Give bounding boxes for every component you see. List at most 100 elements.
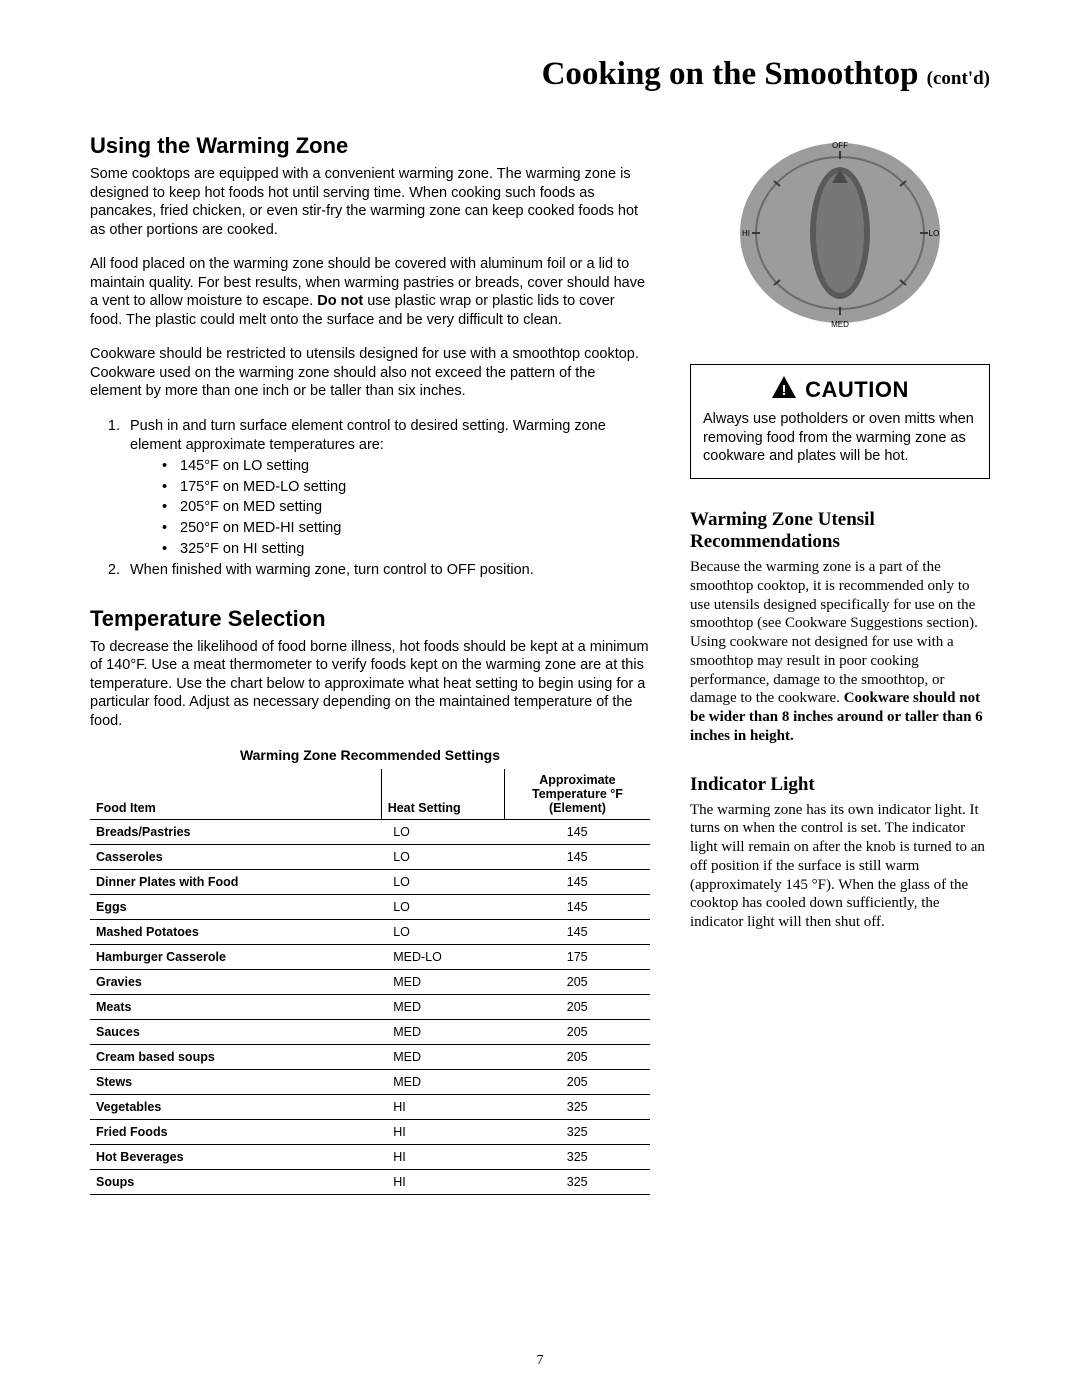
table-row: Hamburger CasseroleMED-LO175 <box>90 944 650 969</box>
heading-utensil: Warming Zone Utensil Recommendations <box>690 509 990 555</box>
cell-heat: HI <box>381 1144 504 1169</box>
cell-temp: 325 <box>504 1094 650 1119</box>
settings-table: Food Item Heat Setting Approximate Tempe… <box>90 769 650 1195</box>
cell-heat: MED <box>381 1044 504 1069</box>
cell-food: Gravies <box>90 969 381 994</box>
cell-temp: 205 <box>504 994 650 1019</box>
temp-bullet: 250°F on MED-HI setting <box>156 519 650 538</box>
col-heat: Heat Setting <box>381 769 504 820</box>
temp-bullet: 205°F on MED setting <box>156 498 650 517</box>
page-number: 7 <box>0 1353 1080 1369</box>
cell-food: Breads/Pastries <box>90 819 381 844</box>
page-title: Cooking on the Smoothtop (cont'd) <box>90 56 990 93</box>
cell-food: Sauces <box>90 1019 381 1044</box>
cell-food: Hot Beverages <box>90 1144 381 1169</box>
temp-bullet: 175°F on MED-LO setting <box>156 478 650 497</box>
cell-temp: 145 <box>504 919 650 944</box>
heading-temp-selection: Temperature Selection <box>90 606 650 632</box>
cell-temp: 145 <box>504 894 650 919</box>
cell-temp: 325 <box>504 1144 650 1169</box>
caution-header: ! CAUTION <box>703 375 977 404</box>
knob-lo-label: LO <box>929 229 940 238</box>
cell-heat: LO <box>381 819 504 844</box>
table-row: SaucesMED205 <box>90 1019 650 1044</box>
instruction-item-2: When finished with warming zone, turn co… <box>124 561 650 580</box>
table-title: Warming Zone Recommended Settings <box>90 747 650 763</box>
right-column: OFF LO HI MED ! CAUTION Always use potho… <box>690 133 990 1195</box>
svg-text:!: ! <box>782 382 787 399</box>
para-temp-selection: To decrease the likelihood of food borne… <box>90 638 650 731</box>
cell-food: Eggs <box>90 894 381 919</box>
table-row: Breads/PastriesLO145 <box>90 819 650 844</box>
title-main: Cooking on the Smoothtop <box>542 56 919 92</box>
cell-heat: HI <box>381 1094 504 1119</box>
table-row: Dinner Plates with FoodLO145 <box>90 869 650 894</box>
left-column: Using the Warming Zone Some cooktops are… <box>90 133 650 1195</box>
caution-word: CAUTION <box>805 377 909 403</box>
cell-food: Soups <box>90 1169 381 1194</box>
table-row: GraviesMED205 <box>90 969 650 994</box>
caution-body: Always use potholders or oven mitts when… <box>703 410 977 466</box>
para-foil-cover: All food placed on the warming zone shou… <box>90 255 650 329</box>
para-utensil: Because the warming zone is a part of th… <box>690 558 990 746</box>
cell-heat: MED <box>381 969 504 994</box>
cell-heat: LO <box>381 869 504 894</box>
knob-svg: OFF LO HI MED <box>730 133 950 333</box>
heading-indicator: Indicator Light <box>690 774 990 797</box>
cell-food: Stews <box>90 1069 381 1094</box>
para-indicator: The warming zone has its own indicator l… <box>690 801 990 932</box>
table-row: StewsMED205 <box>90 1069 650 1094</box>
table-row: CasserolesLO145 <box>90 844 650 869</box>
table-row: EggsLO145 <box>90 894 650 919</box>
cell-heat: LO <box>381 844 504 869</box>
cell-temp: 325 <box>504 1169 650 1194</box>
knob-hi-label: HI <box>742 229 750 238</box>
cell-heat: MED <box>381 1019 504 1044</box>
col-food: Food Item <box>90 769 381 820</box>
heading-warming-zone: Using the Warming Zone <box>90 133 650 159</box>
cell-food: Fried Foods <box>90 1119 381 1144</box>
cell-temp: 205 <box>504 1069 650 1094</box>
cell-temp: 205 <box>504 969 650 994</box>
cell-temp: 175 <box>504 944 650 969</box>
cell-food: Hamburger Casserole <box>90 944 381 969</box>
cell-food: Meats <box>90 994 381 1019</box>
cell-food: Dinner Plates with Food <box>90 869 381 894</box>
table-row: Hot BeveragesHI325 <box>90 1144 650 1169</box>
control-knob-illustration: OFF LO HI MED <box>690 133 990 338</box>
cell-food: Casseroles <box>90 844 381 869</box>
cell-temp: 145 <box>504 844 650 869</box>
title-contd: (cont'd) <box>927 68 990 89</box>
cell-temp: 145 <box>504 819 650 844</box>
cell-heat: MED <box>381 994 504 1019</box>
cell-food: Vegetables <box>90 1094 381 1119</box>
caution-box: ! CAUTION Always use potholders or oven … <box>690 364 990 479</box>
cell-heat: LO <box>381 919 504 944</box>
table-row: Cream based soupsMED205 <box>90 1044 650 1069</box>
table-row: Fried FoodsHI325 <box>90 1119 650 1144</box>
cell-heat: LO <box>381 894 504 919</box>
table-row: VegetablesHI325 <box>90 1094 650 1119</box>
cell-heat: HI <box>381 1119 504 1144</box>
temperature-bullets: 145°F on LO setting 175°F on MED-LO sett… <box>130 457 650 559</box>
table-row: Mashed PotatoesLO145 <box>90 919 650 944</box>
para-warming-intro: Some cooktops are equipped with a conven… <box>90 165 650 239</box>
instruction-list: Push in and turn surface element control… <box>90 417 650 580</box>
table-row: SoupsHI325 <box>90 1169 650 1194</box>
col-temp: Approximate Temperature °F (Element) <box>504 769 650 820</box>
cell-heat: MED-LO <box>381 944 504 969</box>
cell-heat: MED <box>381 1069 504 1094</box>
knob-med-label: MED <box>831 320 849 329</box>
temp-bullet: 145°F on LO setting <box>156 457 650 476</box>
cell-temp: 145 <box>504 869 650 894</box>
para-cookware-restrict: Cookware should be restricted to utensil… <box>90 345 650 401</box>
cell-food: Mashed Potatoes <box>90 919 381 944</box>
warning-triangle-icon: ! <box>771 375 797 404</box>
cell-temp: 205 <box>504 1019 650 1044</box>
cell-temp: 325 <box>504 1119 650 1144</box>
cell-temp: 205 <box>504 1044 650 1069</box>
knob-off-label: OFF <box>832 141 848 150</box>
table-row: MeatsMED205 <box>90 994 650 1019</box>
cell-food: Cream based soups <box>90 1044 381 1069</box>
temp-bullet: 325°F on HI setting <box>156 540 650 559</box>
